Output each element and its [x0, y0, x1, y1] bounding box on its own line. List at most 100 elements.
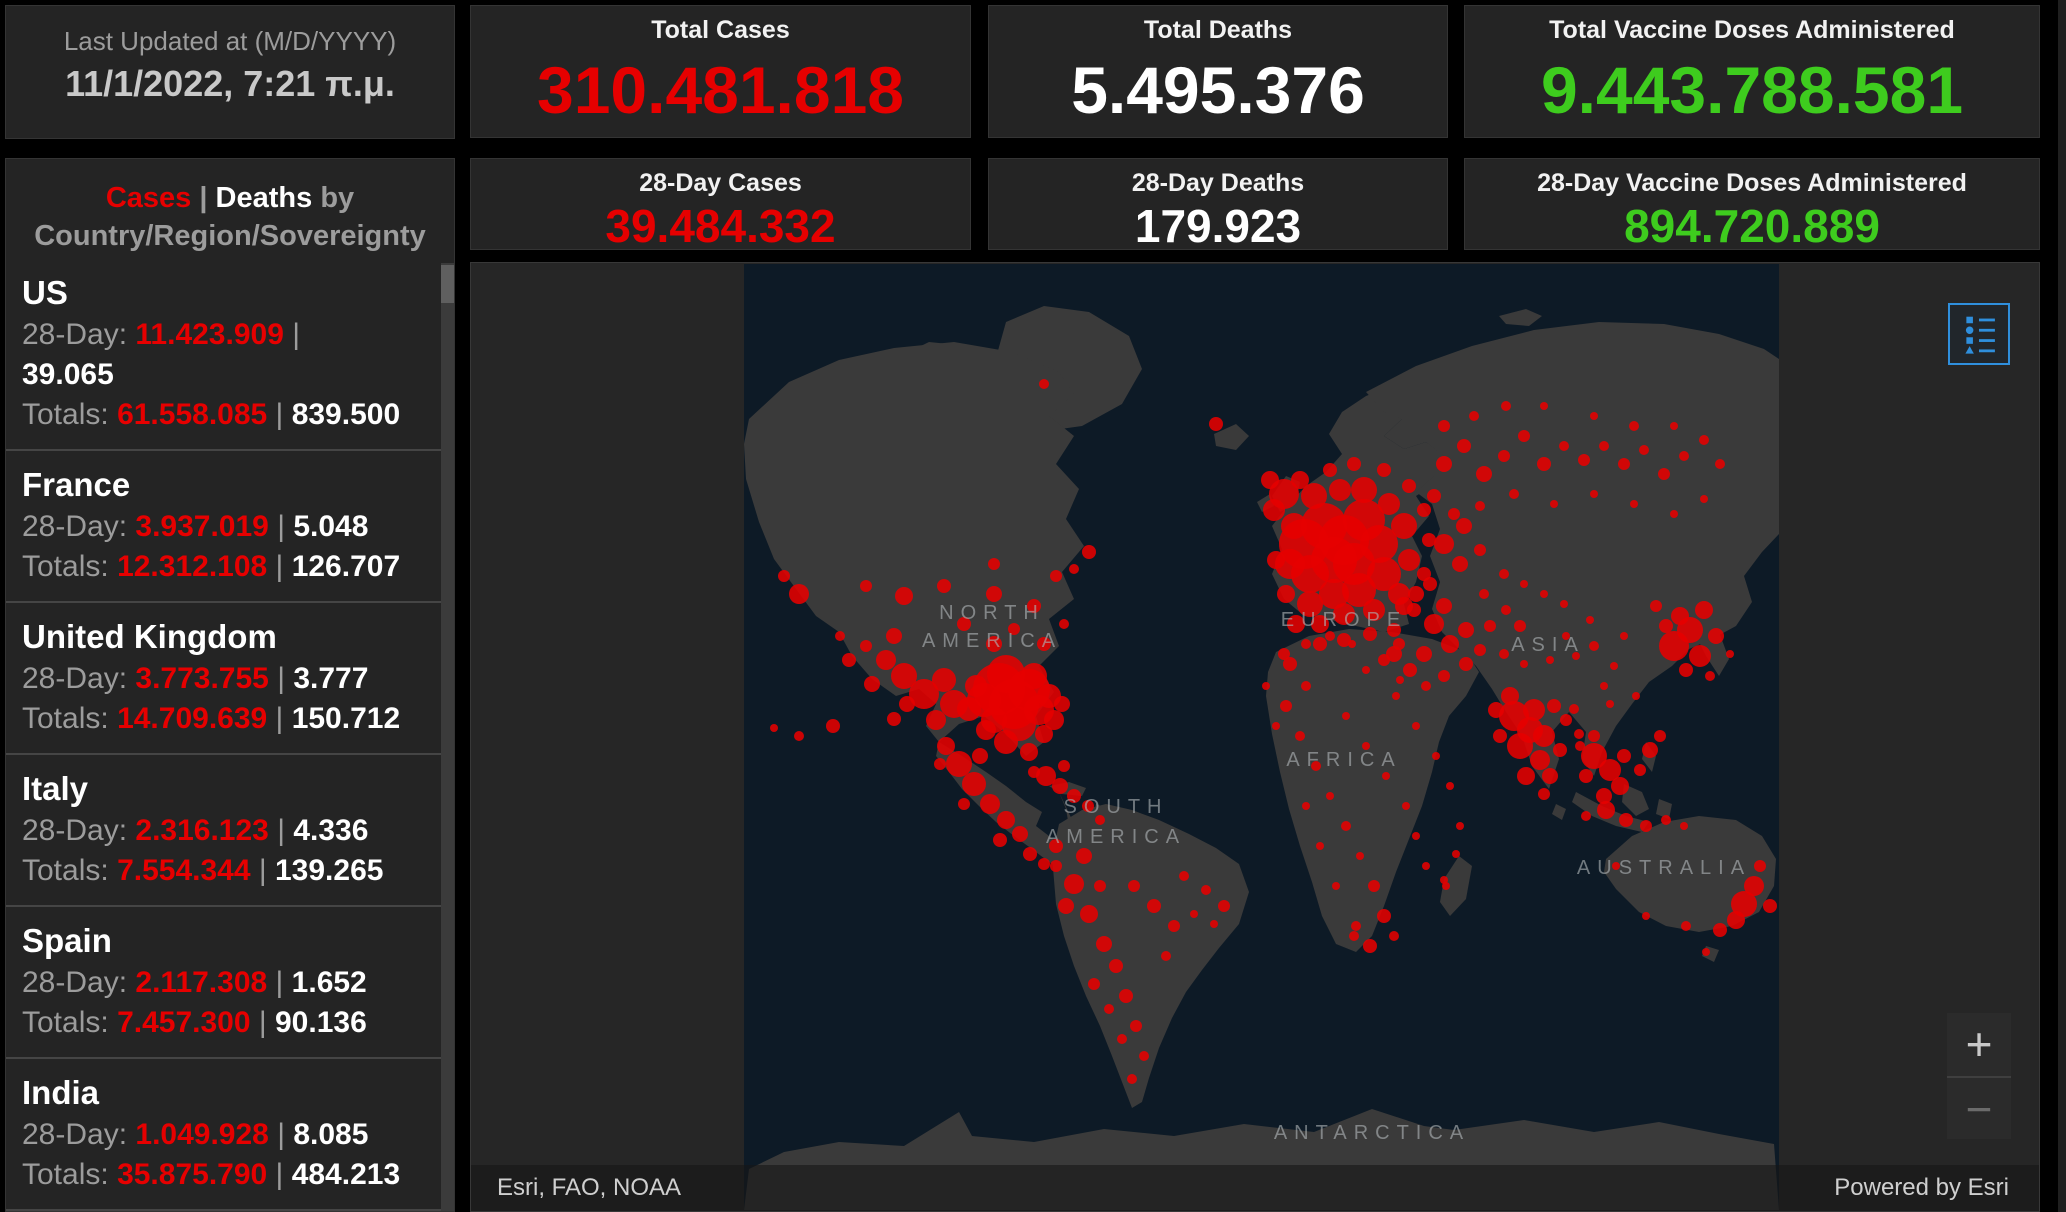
- country-item[interactable]: Spain 28-Day: 2.117.308 | 1.652 Totals: 7.…: [6, 905, 441, 1057]
- case-cluster-dot[interactable]: [1393, 638, 1405, 650]
- case-cluster-dot[interactable]: [1398, 549, 1420, 571]
- case-cluster-dot[interactable]: [1329, 479, 1351, 501]
- case-cluster-dot[interactable]: [1161, 951, 1171, 961]
- case-cluster-dot[interactable]: [1588, 730, 1600, 742]
- country-item[interactable]: United Kingdom 28-Day: 3.773.755 | 3.777 T…: [6, 601, 441, 753]
- case-cluster-dot[interactable]: [1542, 768, 1558, 784]
- case-cluster-dot[interactable]: [1168, 920, 1180, 932]
- case-cluster-dot[interactable]: [1261, 471, 1279, 489]
- case-cluster-dot[interactable]: [1272, 722, 1280, 730]
- case-cluster-dot[interactable]: [1044, 710, 1064, 730]
- case-cluster-dot[interactable]: [891, 663, 917, 689]
- case-cluster-dot[interactable]: [1629, 421, 1639, 431]
- case-cluster-dot[interactable]: [1036, 766, 1056, 786]
- case-cluster-dot[interactable]: [1695, 601, 1713, 619]
- case-cluster-dot[interactable]: [993, 833, 1007, 847]
- case-cluster-dot[interactable]: [1039, 379, 1049, 389]
- case-cluster-dot[interactable]: [1023, 847, 1037, 861]
- case-cluster-dot[interactable]: [1590, 490, 1598, 498]
- case-cluster-dot[interactable]: [1301, 681, 1311, 691]
- case-cluster-dot[interactable]: [1109, 959, 1123, 973]
- case-cluster-dot[interactable]: [1301, 483, 1327, 509]
- case-cluster-dot[interactable]: [1540, 402, 1548, 410]
- case-cluster-dot[interactable]: [909, 679, 939, 709]
- case-cluster-dot[interactable]: [1351, 921, 1361, 931]
- case-cluster-dot[interactable]: [1218, 900, 1230, 912]
- case-cluster-dot[interactable]: [1523, 699, 1545, 721]
- case-cluster-dot[interactable]: [1367, 557, 1401, 591]
- case-cluster-dot[interactable]: [1064, 874, 1084, 894]
- case-cluster-dot[interactable]: [1611, 777, 1629, 795]
- case-cluster-dot[interactable]: [1363, 599, 1385, 621]
- case-cluster-dot[interactable]: [937, 737, 955, 755]
- case-cluster-dot[interactable]: [1469, 411, 1479, 421]
- case-cluster-dot[interactable]: [1597, 801, 1615, 819]
- case-cluster-dot[interactable]: [1147, 899, 1161, 913]
- case-cluster-dot[interactable]: [932, 668, 956, 692]
- case-cluster-dot[interactable]: [1348, 640, 1356, 648]
- case-cluster-dot[interactable]: [1209, 417, 1223, 431]
- case-cluster-dot[interactable]: [1634, 764, 1646, 776]
- country-item[interactable]: Argentina28-Day: 1.037.229 | 751Totals: …: [6, 1209, 441, 1211]
- case-cluster-dot[interactable]: [1474, 644, 1486, 656]
- case-cluster-dot[interactable]: [1578, 454, 1590, 466]
- case-cluster-dot[interactable]: [987, 655, 1025, 693]
- case-cluster-dot[interactable]: [1341, 821, 1351, 831]
- case-cluster-dot[interactable]: [1391, 513, 1417, 539]
- case-cluster-dot[interactable]: [1438, 420, 1450, 432]
- case-cluster-dot[interactable]: [1387, 623, 1401, 637]
- case-cluster-dot[interactable]: [1560, 600, 1568, 608]
- case-cluster-dot[interactable]: [895, 587, 913, 605]
- case-cluster-dot[interactable]: [864, 676, 880, 692]
- case-cluster-dot[interactable]: [1661, 815, 1671, 825]
- case-cluster-dot[interactable]: [842, 653, 856, 667]
- case-cluster-dot[interactable]: [1581, 811, 1591, 821]
- case-cluster-dot[interactable]: [1027, 599, 1041, 613]
- case-cluster-dot[interactable]: [1088, 978, 1100, 990]
- case-cluster-dot[interactable]: [1446, 782, 1454, 790]
- case-cluster-dot[interactable]: [1586, 616, 1594, 624]
- case-cluster-dot[interactable]: [1488, 702, 1504, 718]
- case-cluster-dot[interactable]: [1416, 646, 1432, 662]
- case-cluster-dot[interactable]: [1639, 445, 1649, 455]
- case-cluster-dot[interactable]: [770, 724, 778, 732]
- zoom-in-button[interactable]: +: [1947, 1013, 2011, 1076]
- case-cluster-dot[interactable]: [1342, 712, 1350, 720]
- case-cluster-dot[interactable]: [1082, 545, 1096, 559]
- case-cluster-dot[interactable]: [1389, 931, 1399, 941]
- case-cluster-dot[interactable]: [958, 798, 970, 810]
- case-cluster-dot[interactable]: [1297, 591, 1323, 617]
- case-cluster-dot[interactable]: [1263, 499, 1285, 521]
- case-cluster-dot[interactable]: [1402, 479, 1416, 493]
- case-cluster-dot[interactable]: [1499, 649, 1509, 659]
- case-cluster-dot[interactable]: [1671, 607, 1689, 625]
- case-cluster-dot[interactable]: [1640, 820, 1652, 832]
- case-cluster-dot[interactable]: [1301, 639, 1311, 649]
- case-cluster-dot[interactable]: [1658, 468, 1670, 480]
- case-cluster-dot[interactable]: [1456, 822, 1464, 830]
- case-cluster-dot[interactable]: [1363, 627, 1377, 641]
- case-cluster-dot[interactable]: [899, 696, 915, 712]
- case-cluster-dot[interactable]: [826, 719, 840, 733]
- case-cluster-dot[interactable]: [976, 720, 996, 740]
- case-cluster-dot[interactable]: [1412, 722, 1420, 730]
- case-cluster-dot[interactable]: [1082, 800, 1094, 812]
- case-cluster-dot[interactable]: [1538, 788, 1550, 800]
- case-cluster-dot[interactable]: [1281, 513, 1307, 539]
- case-cluster-dot[interactable]: [997, 811, 1015, 829]
- case-cluster-dot[interactable]: [1117, 1034, 1127, 1044]
- case-cluster-dot[interactable]: [1600, 682, 1608, 690]
- case-cluster-dot[interactable]: [1012, 826, 1028, 842]
- case-cluster-dot[interactable]: [1412, 832, 1420, 840]
- case-cluster-dot[interactable]: [1562, 632, 1570, 640]
- case-cluster-dot[interactable]: [1590, 412, 1598, 420]
- case-cluster-dot[interactable]: [1363, 939, 1377, 953]
- case-cluster-dot[interactable]: [1581, 743, 1607, 769]
- case-cluster-dot[interactable]: [1058, 898, 1074, 914]
- case-cluster-dot[interactable]: [1128, 880, 1140, 892]
- case-cluster-dot[interactable]: [794, 731, 804, 741]
- case-cluster-dot[interactable]: [1474, 544, 1486, 556]
- case-cluster-dot[interactable]: [1520, 580, 1528, 588]
- case-cluster-dot[interactable]: [1319, 579, 1349, 609]
- case-cluster-dot[interactable]: [1509, 489, 1519, 499]
